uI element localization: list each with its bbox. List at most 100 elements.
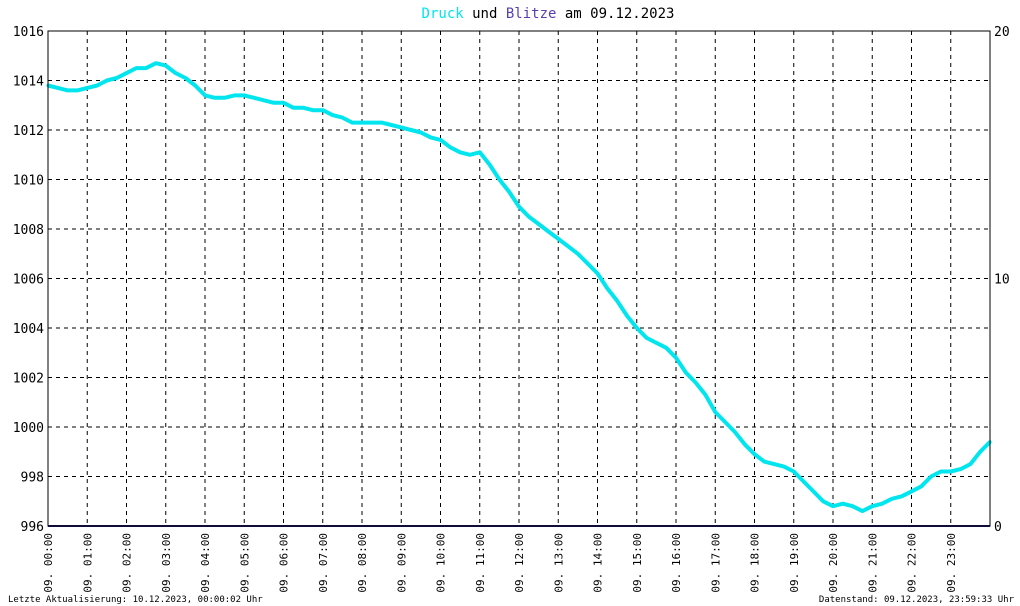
x-tick-label: 09. 04:00 xyxy=(199,533,212,593)
data-point-druck xyxy=(340,116,344,120)
x-tick-label: 09. 09:00 xyxy=(395,533,408,593)
data-point-druck xyxy=(144,66,148,70)
y2-tick-label: 20 xyxy=(994,25,1010,40)
data-point-druck xyxy=(488,163,492,167)
data-point-druck xyxy=(900,494,904,498)
data-point-druck xyxy=(389,123,393,127)
data-point-druck xyxy=(939,469,943,474)
x-tick-label: 09. 06:00 xyxy=(278,533,291,593)
y-tick-label: 1000 xyxy=(13,421,44,436)
data-point-druck xyxy=(350,121,354,125)
data-point-druck xyxy=(252,96,256,100)
x-tick-label: 09. 17:00 xyxy=(709,533,722,593)
y2-tick-label: 0 xyxy=(994,520,1002,535)
data-point-druck xyxy=(458,150,462,154)
data-point-druck xyxy=(419,130,423,135)
data-point-druck xyxy=(232,93,236,97)
y-tick-label: 1002 xyxy=(13,372,44,387)
data-point-druck xyxy=(802,479,806,484)
data-point-druck xyxy=(968,462,973,466)
data-point-druck xyxy=(56,86,60,90)
data-point-druck xyxy=(213,96,217,100)
y-tick-label: 1010 xyxy=(13,174,44,189)
data-point-druck xyxy=(978,450,982,454)
data-point-druck xyxy=(311,108,315,112)
x-tick-label: 09. 15:00 xyxy=(631,533,644,593)
data-point-druck xyxy=(733,430,737,434)
data-point-druck xyxy=(595,271,600,276)
y-tick-label: 996 xyxy=(21,520,44,535)
data-point-druck xyxy=(566,244,570,248)
x-tick-label: 09. 08:00 xyxy=(356,533,369,593)
data-point-druck xyxy=(919,484,923,488)
data-point-druck xyxy=(625,314,629,318)
data-point-druck xyxy=(743,442,747,446)
data-point-druck xyxy=(291,106,295,110)
data-point-druck xyxy=(85,86,89,90)
x-tick-label: 09. 10:00 xyxy=(435,533,448,593)
data-point-druck xyxy=(95,83,99,88)
y2-tick-label: 10 xyxy=(994,273,1010,288)
chart-title: Druck und Blitze am 09.12.2023 xyxy=(422,6,675,22)
data-point-druck xyxy=(929,474,933,479)
data-point-druck xyxy=(124,71,129,75)
data-point-druck xyxy=(370,121,374,125)
data-point-druck xyxy=(586,262,590,266)
data-point-druck xyxy=(301,106,305,110)
data-point-druck xyxy=(546,229,551,234)
x-tick-label: 09. 19:00 xyxy=(788,533,801,593)
plot-frame xyxy=(47,30,991,527)
x-tick-label: 09. 20:00 xyxy=(827,533,840,593)
data-point-druck xyxy=(281,101,286,105)
data-point-druck xyxy=(380,121,384,125)
x-tick-label: 09. 16:00 xyxy=(670,533,683,593)
data-point-druck xyxy=(949,469,953,474)
x-tick-label: 09. 02:00 xyxy=(121,533,134,593)
data-point-druck xyxy=(684,370,688,375)
y-tick-label: 1012 xyxy=(13,124,44,139)
data-point-druck xyxy=(478,150,482,154)
data-point-druck xyxy=(674,356,678,360)
x-tick-label: 09. 23:00 xyxy=(945,533,958,593)
data-point-druck xyxy=(723,420,727,424)
data-point-druck xyxy=(183,76,187,80)
data-point-druck xyxy=(164,64,168,68)
y-tick-label: 1004 xyxy=(13,322,44,337)
data-point-druck xyxy=(880,502,884,506)
x-tick-label: 09. 13:00 xyxy=(552,533,565,593)
x-tick-label: 09. 21:00 xyxy=(866,533,879,593)
y-tick-label: 1008 xyxy=(13,223,44,238)
data-point-druck xyxy=(831,504,835,508)
data-point-druck xyxy=(890,497,894,501)
data-point-druck xyxy=(635,326,639,330)
data-point-druck xyxy=(331,113,335,117)
left-axis-ticks: 996 998 1000 1002 1004 1006 1008 1010 1012 1014 10… xyxy=(13,25,44,535)
y-tick-label: 998 xyxy=(21,471,44,486)
data-point-druck xyxy=(851,504,855,508)
data-point-druck xyxy=(576,252,580,256)
data-point-druck xyxy=(223,96,227,100)
data-point-druck xyxy=(75,88,79,92)
title-und: und xyxy=(464,6,506,22)
x-tick-label: 09. 14:00 xyxy=(592,533,605,593)
data-point-druck xyxy=(262,98,266,102)
data-point-druck xyxy=(645,336,649,340)
data-point-druck xyxy=(360,121,364,125)
data-point-druck xyxy=(762,460,766,464)
data-point-druck xyxy=(321,108,325,112)
data-point-druck xyxy=(174,71,178,75)
data-point-druck xyxy=(115,76,119,80)
data-point-druck xyxy=(703,393,708,397)
x-tick-label: 09. 03:00 xyxy=(160,533,173,593)
data-point-druck xyxy=(772,462,776,466)
data-point-druck xyxy=(517,205,521,209)
title-date: am 09.12.2023 xyxy=(556,6,674,22)
data-point-druck xyxy=(782,465,786,469)
data-point-druck xyxy=(438,138,443,142)
data-point-druck xyxy=(694,380,698,385)
data-point-druck xyxy=(242,93,246,97)
data-point-druck xyxy=(497,177,501,182)
x-tick-label: 09. 07:00 xyxy=(317,533,330,593)
data-point-druck xyxy=(909,489,914,493)
y-tick-label: 1006 xyxy=(13,273,44,288)
